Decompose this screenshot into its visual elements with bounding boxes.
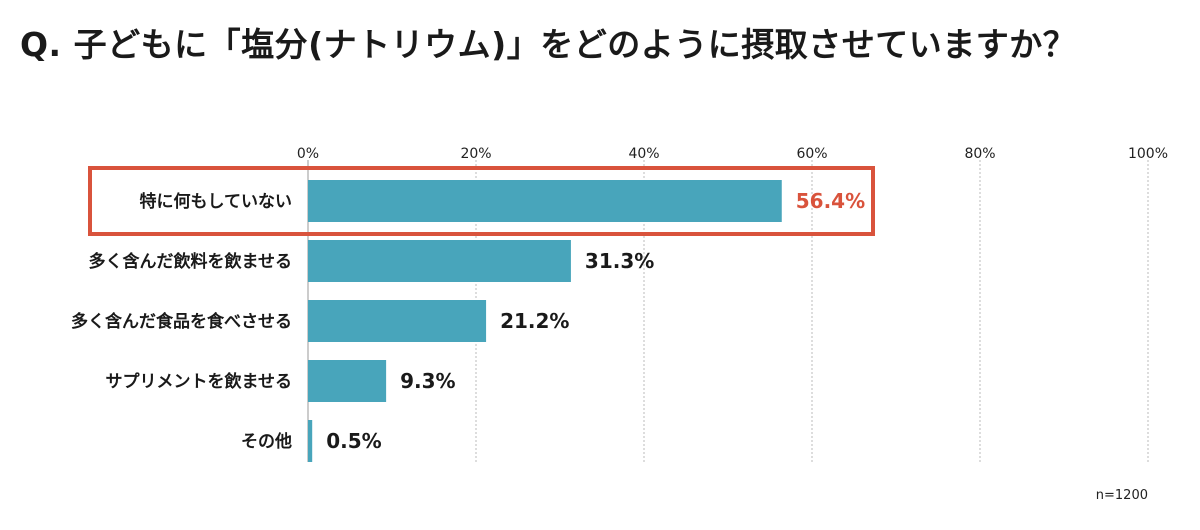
category-label: 多く含んだ飲料を飲ませる: [89, 251, 293, 272]
category-label: 特に何もしていない: [140, 191, 293, 212]
value-labels: 56.4% 31.3% 21.2% 9.3% 0.5%: [326, 189, 865, 453]
value-label: 21.2%: [500, 309, 569, 333]
highlight-frame: [88, 166, 875, 236]
sample-size-note: n=1200: [1095, 488, 1148, 503]
x-tick-label: 0%: [297, 146, 319, 162]
category-label: 多く含んだ食品を食べさせる: [71, 311, 292, 332]
bar: [308, 180, 782, 222]
bar: [308, 300, 487, 342]
x-tick-label: 60%: [796, 146, 827, 162]
bar: [308, 420, 313, 462]
bar: [308, 360, 387, 402]
chart-title: Q. 子どもに「塩分(ナトリウム)」をどのように摂取させていますか？: [20, 25, 1077, 64]
category-labels: 特に何もしていない多く含んだ飲料を飲ませる多く含んだ食品を食べさせるサプリメント…: [71, 191, 292, 452]
bars: [308, 180, 782, 462]
x-tick-label: 80%: [964, 146, 995, 162]
x-tick-label: 100%: [1128, 146, 1168, 162]
value-label: 56.4%: [796, 189, 865, 213]
x-tick-label: 40%: [628, 146, 659, 162]
value-label: 9.3%: [400, 369, 455, 393]
category-label: その他: [241, 431, 292, 452]
highlight: [88, 166, 875, 236]
category-label: サプリメントを飲ませる: [106, 371, 293, 392]
bar: [308, 240, 571, 282]
x-axis-ticks: 0% 20% 40% 60% 80% 100%: [297, 146, 1168, 162]
x-tick-label: 20%: [460, 146, 491, 162]
value-label: 31.3%: [585, 249, 654, 273]
value-label: 0.5%: [326, 429, 381, 453]
